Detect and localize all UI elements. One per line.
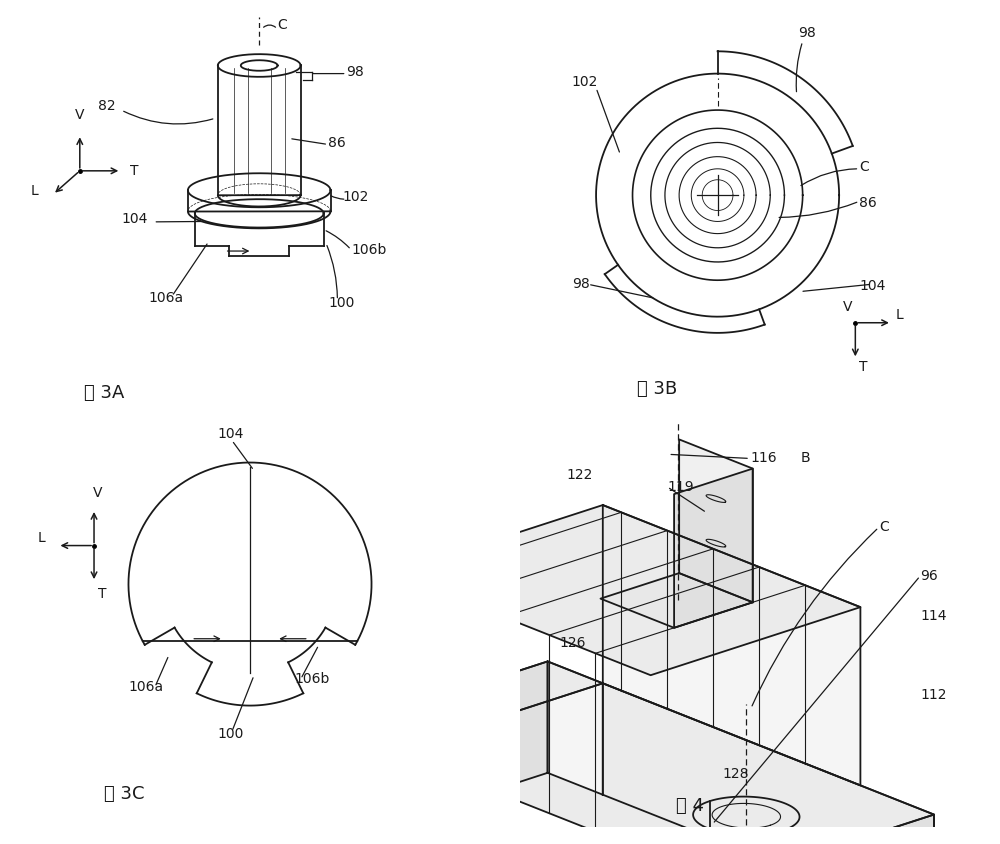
Text: 106b: 106b xyxy=(295,673,330,686)
Text: 86: 86 xyxy=(328,136,346,149)
Text: V: V xyxy=(75,108,85,122)
Text: 102: 102 xyxy=(342,190,368,204)
Text: 86: 86 xyxy=(859,197,877,210)
Text: 104: 104 xyxy=(859,279,886,294)
Text: L: L xyxy=(37,531,45,544)
Text: T: T xyxy=(859,360,868,375)
Text: 119: 119 xyxy=(667,480,694,494)
Text: C: C xyxy=(278,18,287,32)
Text: 104: 104 xyxy=(121,213,148,226)
Text: 100: 100 xyxy=(218,727,244,741)
Text: 100: 100 xyxy=(328,295,355,310)
Text: 106b: 106b xyxy=(351,243,387,257)
Polygon shape xyxy=(724,814,934,844)
Polygon shape xyxy=(548,662,603,795)
Text: 图 4: 图 4 xyxy=(676,797,704,815)
Text: 122: 122 xyxy=(566,468,592,482)
Text: 图 3A: 图 3A xyxy=(84,384,125,402)
Text: 96: 96 xyxy=(920,569,938,583)
Polygon shape xyxy=(679,440,753,603)
Text: 图 3B: 图 3B xyxy=(637,380,677,398)
Text: L: L xyxy=(896,308,904,322)
Text: 106a: 106a xyxy=(128,680,164,695)
Polygon shape xyxy=(674,468,753,628)
Polygon shape xyxy=(338,662,603,751)
Text: 102: 102 xyxy=(572,75,598,89)
Text: 112: 112 xyxy=(920,689,947,702)
Polygon shape xyxy=(603,505,860,786)
Text: 116: 116 xyxy=(750,452,777,465)
Text: 98: 98 xyxy=(347,65,364,78)
Text: 104: 104 xyxy=(218,427,244,441)
Text: 106a: 106a xyxy=(149,291,184,306)
Polygon shape xyxy=(393,684,934,844)
Text: 126: 126 xyxy=(559,636,586,650)
Text: L: L xyxy=(31,183,38,197)
Text: C: C xyxy=(859,160,869,174)
Polygon shape xyxy=(600,573,753,628)
Text: 图 3C: 图 3C xyxy=(104,785,145,803)
Text: T: T xyxy=(98,587,107,601)
Text: 128: 128 xyxy=(722,767,749,782)
Text: 98: 98 xyxy=(799,26,816,41)
Text: B: B xyxy=(801,452,810,465)
Text: V: V xyxy=(842,300,852,314)
Text: C: C xyxy=(879,521,889,534)
Text: 82: 82 xyxy=(98,99,116,113)
Polygon shape xyxy=(338,662,548,841)
Text: 114: 114 xyxy=(920,609,947,624)
Text: V: V xyxy=(93,486,103,500)
Text: 98: 98 xyxy=(572,278,589,291)
Polygon shape xyxy=(393,505,860,675)
Polygon shape xyxy=(603,684,934,844)
Text: T: T xyxy=(130,164,139,178)
